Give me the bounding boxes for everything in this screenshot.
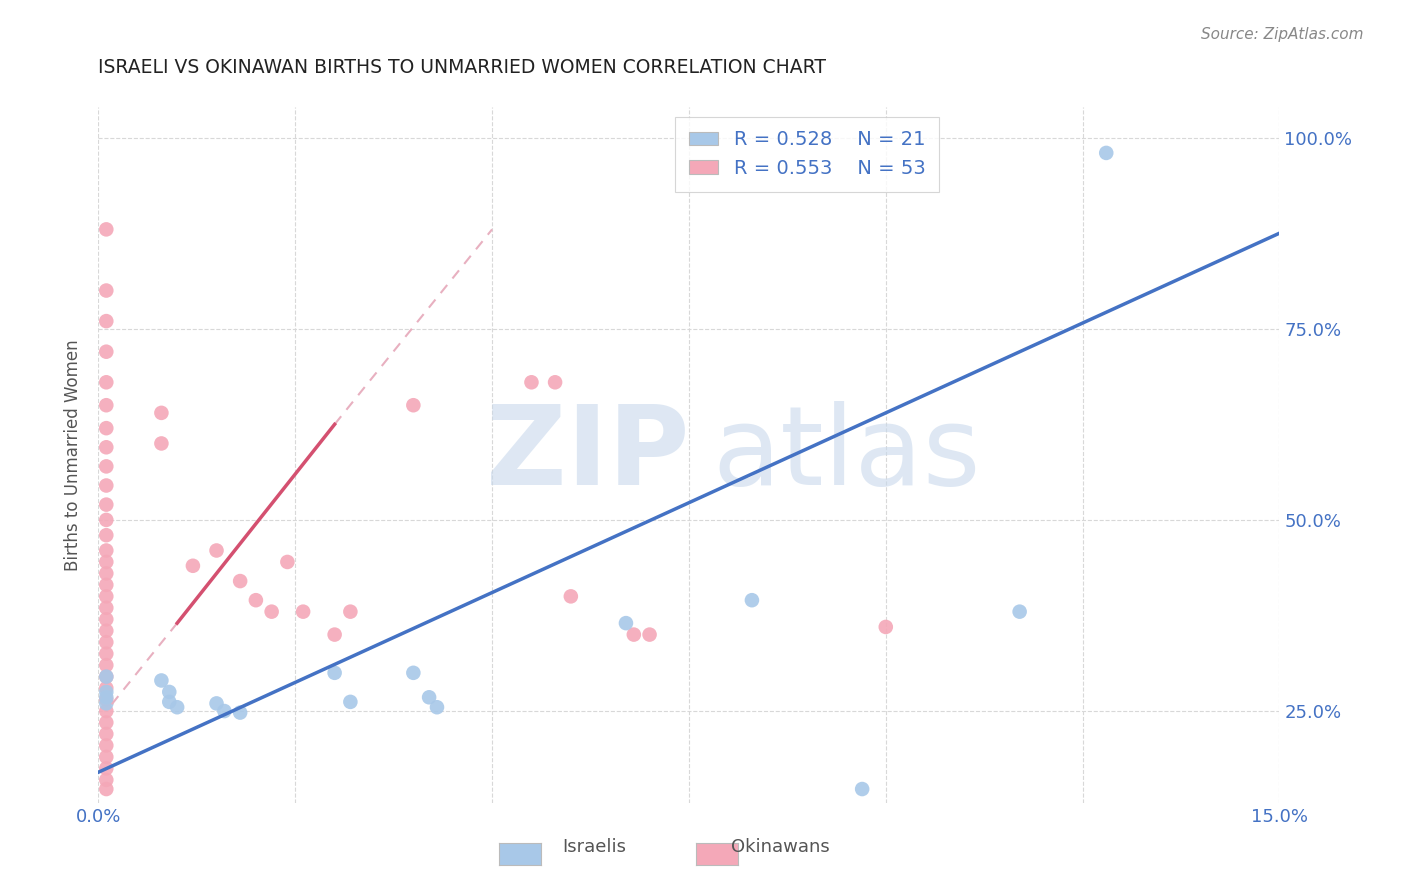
Point [1008, 605, 1031, 619]
Point [418, 690, 440, 705]
Point [96, 612, 118, 626]
Point [292, 605, 315, 619]
Point [96, 670, 118, 684]
Point [181, 558, 204, 573]
Point [402, 398, 425, 412]
Text: atlas: atlas [713, 401, 981, 508]
Point [96, 478, 118, 492]
Text: Source: ZipAtlas.com: Source: ZipAtlas.com [1201, 27, 1364, 42]
Point [96, 566, 118, 581]
Point [229, 706, 252, 720]
Point [96, 727, 118, 741]
Point [260, 605, 283, 619]
Point [520, 376, 543, 390]
Point [1095, 145, 1118, 160]
Point [96, 284, 118, 298]
Point [560, 590, 582, 604]
Point [96, 690, 118, 705]
Point [96, 704, 118, 718]
Point [96, 782, 118, 797]
Point [157, 685, 180, 699]
Point [157, 695, 180, 709]
Point [339, 605, 361, 619]
Text: ISRAELI VS OKINAWAN BIRTHS TO UNMARRIED WOMEN CORRELATION CHART: ISRAELI VS OKINAWAN BIRTHS TO UNMARRIED … [98, 58, 827, 77]
Point [623, 627, 645, 641]
Point [96, 761, 118, 775]
Point [276, 555, 298, 569]
Point [214, 704, 236, 718]
Point [544, 376, 567, 390]
Point [96, 421, 118, 435]
Point [205, 543, 228, 558]
Point [229, 574, 252, 588]
Point [150, 673, 173, 688]
Point [96, 543, 118, 558]
Point [741, 593, 763, 607]
Point [96, 635, 118, 649]
Point [851, 782, 873, 797]
Point [96, 692, 118, 706]
Point [96, 440, 118, 454]
Point [96, 772, 118, 787]
Point [96, 344, 118, 359]
Point [96, 647, 118, 661]
Point [166, 700, 188, 714]
Point [96, 670, 118, 684]
Point [96, 697, 118, 711]
Point [96, 658, 118, 673]
Point [96, 555, 118, 569]
Point [96, 498, 118, 512]
Point [96, 715, 118, 730]
Point [96, 376, 118, 390]
Point [96, 600, 118, 615]
Point [96, 578, 118, 592]
Point [245, 593, 267, 607]
Point [96, 681, 118, 695]
Y-axis label: Births to Unmarried Women: Births to Unmarried Women [65, 339, 83, 571]
Point [96, 513, 118, 527]
Point [96, 398, 118, 412]
Point [205, 697, 228, 711]
Text: Israelis: Israelis [562, 838, 627, 856]
Point [96, 624, 118, 638]
Point [96, 222, 118, 236]
Point [150, 436, 173, 450]
Point [96, 590, 118, 604]
Point [638, 627, 661, 641]
Point [96, 739, 118, 753]
Point [96, 459, 118, 474]
Point [96, 528, 118, 542]
Point [402, 665, 425, 680]
Point [426, 700, 449, 714]
Point [323, 665, 346, 680]
Point [96, 750, 118, 764]
Legend: R = 0.528    N = 21, R = 0.553    N = 53: R = 0.528 N = 21, R = 0.553 N = 53 [675, 117, 939, 192]
Text: Okinawans: Okinawans [731, 838, 830, 856]
Point [339, 695, 361, 709]
Point [96, 314, 118, 328]
Point [614, 616, 637, 631]
Text: ZIP: ZIP [485, 401, 689, 508]
Point [323, 627, 346, 641]
Point [96, 685, 118, 699]
Point [875, 620, 897, 634]
Point [150, 406, 173, 420]
